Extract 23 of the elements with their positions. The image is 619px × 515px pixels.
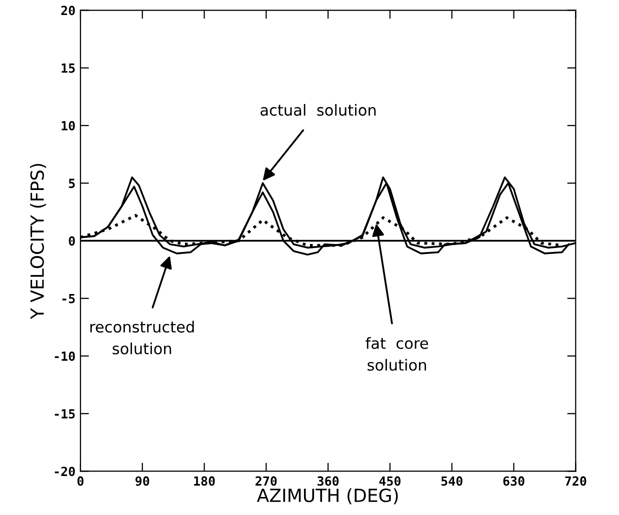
- y-tick-label: -10: [54, 351, 75, 361]
- y-tick-label: 0: [68, 236, 75, 246]
- annotation: reconstructed solution: [90, 320, 194, 354]
- x-tick-label: 90: [136, 476, 150, 486]
- x-tick-label: 270: [256, 476, 277, 486]
- x-tick-label: 0: [77, 476, 84, 486]
- annotation: actual solution: [260, 104, 376, 116]
- y-tick-label: 15: [62, 64, 75, 73]
- x-tick-label: 360: [318, 476, 339, 486]
- x-tick-label: 450: [379, 476, 401, 486]
- y-tick-label: -15: [54, 409, 75, 419]
- y-axis-title: Y VELOCITY (FPS): [30, 164, 46, 320]
- y-tick-label: -20: [54, 466, 75, 476]
- x-tick-label: 630: [503, 476, 524, 486]
- x-tick-label: 720: [565, 476, 586, 486]
- annotation: fat core solution: [366, 337, 428, 371]
- x-tick-label: 180: [194, 476, 215, 486]
- y-tick-label: 20: [61, 6, 75, 16]
- y-tick-label: 5: [68, 178, 75, 188]
- y-tick-label: -5: [62, 294, 75, 304]
- y-tick-label: 10: [62, 121, 75, 130]
- x-tick-label: 540: [441, 476, 462, 486]
- x-axis-title: AZIMUTH (DEG): [256, 488, 398, 504]
